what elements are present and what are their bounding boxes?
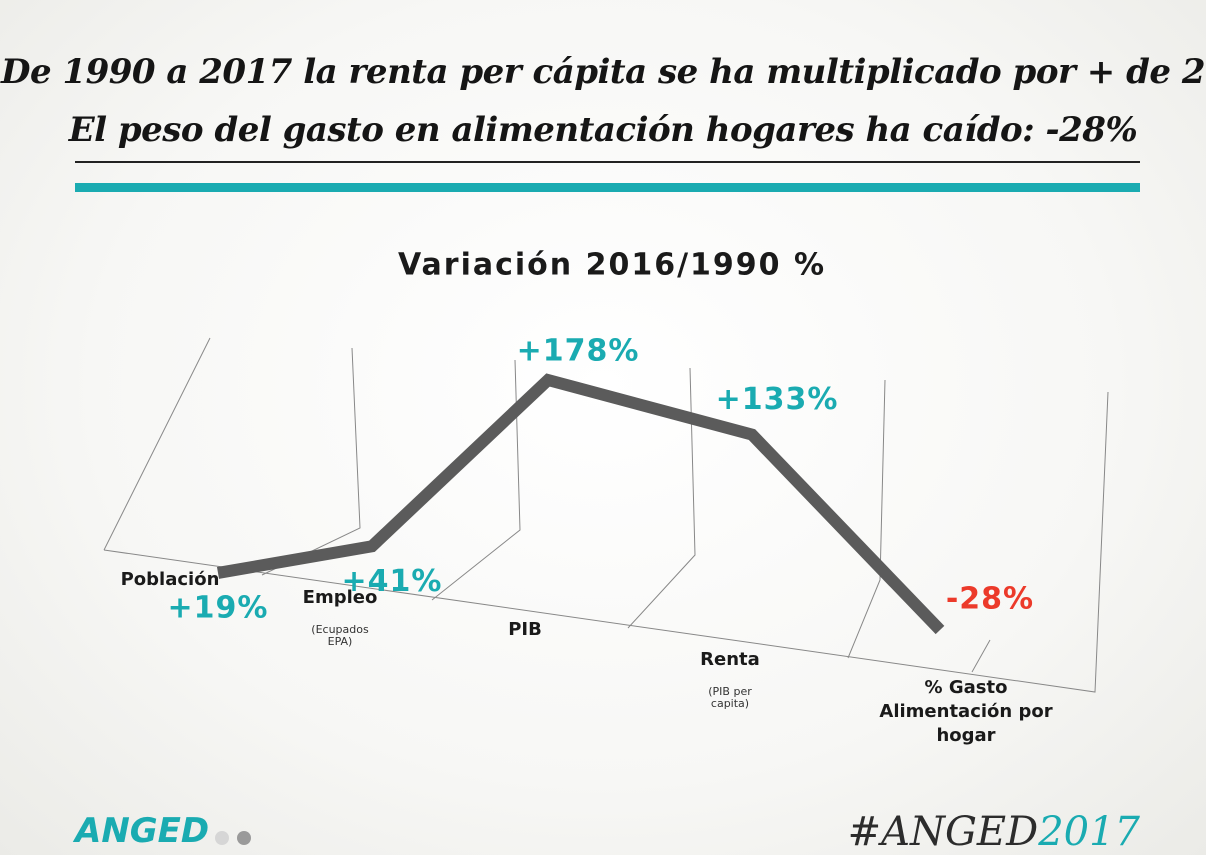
hashtag: #ANGED2017 <box>848 809 1141 855</box>
title-line: De 1990 a 2017 la renta per cápita se ha… <box>0 52 1206 92</box>
logo-dot <box>215 831 229 845</box>
value-label: +133% <box>716 382 839 417</box>
chart-title: Variación 2016/1990 % <box>398 248 826 283</box>
category-note: (Ecupados EPA) <box>311 623 369 648</box>
value-label: +19% <box>168 590 269 625</box>
value-label: +178% <box>517 334 640 369</box>
category-label: Población <box>120 569 220 590</box>
category-label: Renta <box>700 649 760 670</box>
hashtag-text: #ANGED <box>848 809 1039 855</box>
logo-dot <box>237 831 251 845</box>
category-label: PIB <box>508 619 542 640</box>
hashtag-year: 2017 <box>1037 809 1140 855</box>
logo: ANGED <box>72 811 209 851</box>
title-line: El peso del gasto en alimentación hogare… <box>68 110 1138 150</box>
value-label: -28% <box>946 582 1034 617</box>
accent-bar <box>75 183 1140 192</box>
category-note: (PIB per capita) <box>708 685 752 710</box>
value-label: +41% <box>342 564 443 599</box>
data-line <box>216 373 945 635</box>
category-label: % Gasto Alimentación por hogar <box>879 677 1053 746</box>
category-label: Empleo <box>302 587 378 608</box>
